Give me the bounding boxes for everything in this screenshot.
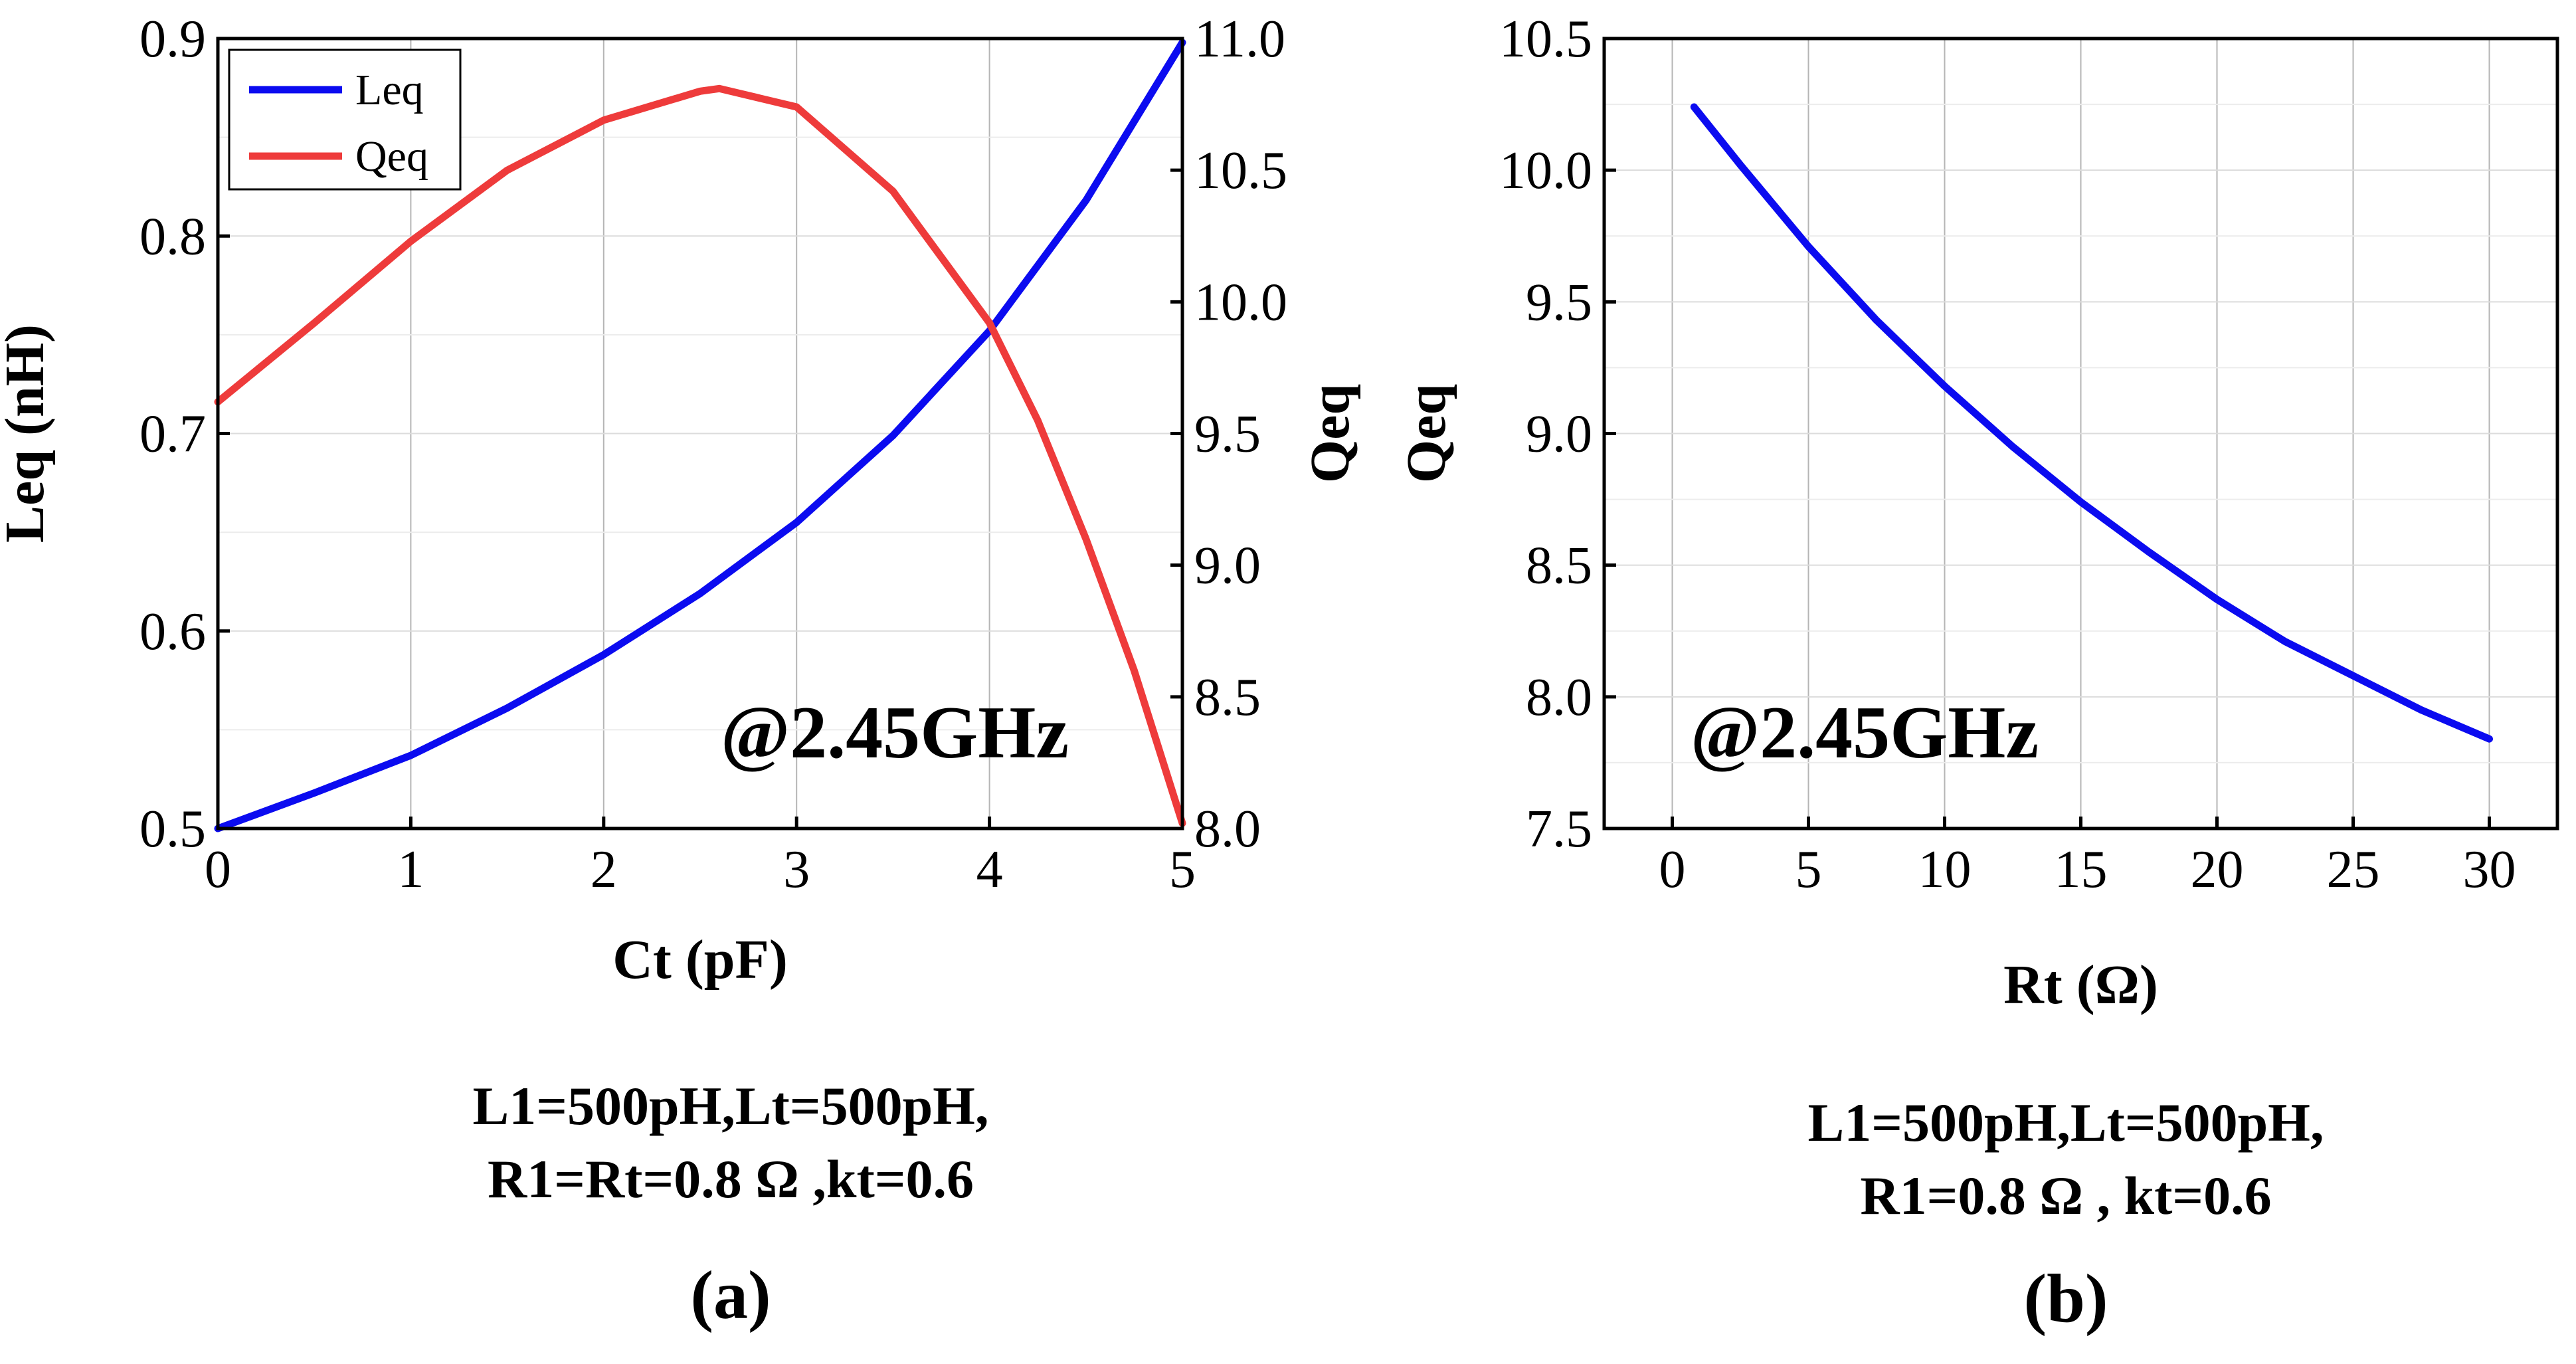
caption-a-line1: L1=500pH,Lt=500pH, <box>472 1076 989 1136</box>
y-tick-label: 0.5 <box>139 800 206 858</box>
caption-b-label: (b) <box>2023 1260 2108 1337</box>
y2-tick-label: 8.5 <box>1194 668 1261 727</box>
x-tick-label: 5 <box>1795 840 1822 899</box>
legend-label-leq: Leq <box>355 66 424 114</box>
x-tick-label: 30 <box>2463 840 2516 899</box>
y-tick-label: 0.8 <box>139 207 206 266</box>
series-line-leq <box>214 39 1186 832</box>
caption-a: L1=500pH,Lt=500pH, R1=Rt=0.8 Ω ,kt=0.6 (… <box>359 1070 1103 1335</box>
y-tick-label: 0.6 <box>139 603 206 661</box>
series-line-qeq <box>214 84 1186 827</box>
x-tick-label: 1 <box>397 840 424 899</box>
y2-tick-label: 8.0 <box>1194 800 1261 858</box>
x-tick-label: 20 <box>2191 840 2244 899</box>
y-tick-label: 0.9 <box>139 10 206 68</box>
y-axis-title: Qeq <box>1396 384 1457 483</box>
x-tick-label: 10 <box>1918 840 1972 899</box>
legend-box <box>228 49 462 191</box>
x-tick-label: 0 <box>1659 840 1686 899</box>
caption-a-label: (a) <box>690 1257 771 1333</box>
y2-tick-label: 9.5 <box>1194 405 1261 464</box>
y-tick-label: 10.0 <box>1499 142 1592 200</box>
y-axis-title: Leq (nH) <box>0 324 56 543</box>
caption-b-line1: L1=500pH,Lt=500pH, <box>1807 1092 2324 1153</box>
x-tick-label: 2 <box>591 840 617 899</box>
chart-a: 0 1 2 3 4 5 0.5 0.6 0.7 0.8 0.9 8.0 8.5 9.0 9.5 10.0 10.… <box>0 10 1361 991</box>
x-axis-title: Ct (pF) <box>612 929 788 991</box>
legend-label-qeq: Qeq <box>355 132 428 181</box>
y-tick-label: 10.5 <box>1499 10 1592 68</box>
x-tick-label: 3 <box>783 840 810 899</box>
y-tick-label: 7.5 <box>1526 800 1592 858</box>
caption-a-line2: R1=Rt=0.8 Ω ,kt=0.6 <box>488 1149 974 1209</box>
x-tick-label: 15 <box>2055 840 2108 899</box>
y2-tick-label: 9.0 <box>1194 537 1261 595</box>
chart-b: 0 5 10 15 20 25 30 7.5 8.0 8.5 9.0 9.5 10.0 10.5 Rt (Ω… <box>1396 10 2559 1016</box>
y-tick-label: 9.0 <box>1526 405 1592 464</box>
y2-axis-title: Qeq <box>1299 384 1361 483</box>
y-tick-label: 9.5 <box>1526 273 1592 332</box>
frequency-annotation: @2.45GHz <box>721 692 1069 774</box>
y-tick-label: 0.7 <box>139 405 206 464</box>
caption-b-line2: R1=0.8 Ω , kt=0.6 <box>1860 1165 2272 1226</box>
x-tick-label: 25 <box>2327 840 2380 899</box>
y2-tick-label: 10.0 <box>1194 273 1287 332</box>
y2-tick-label: 10.5 <box>1194 142 1287 200</box>
x-tick-label: 4 <box>976 840 1003 899</box>
y-tick-label: 8.5 <box>1526 537 1592 595</box>
series-line-qeq <box>1690 103 2493 743</box>
x-tick-label: 5 <box>1169 840 1196 899</box>
x-tick-label: 0 <box>205 840 231 899</box>
y2-tick-label: 11.0 <box>1194 10 1285 68</box>
y-tick-label: 8.0 <box>1526 668 1592 727</box>
x-axis-title: Rt (Ω) <box>2003 954 2158 1016</box>
frequency-annotation: @2.45GHz <box>1691 692 2039 774</box>
caption-b: L1=500pH,Lt=500pH, R1=0.8 Ω , kt=0.6 (b) <box>1694 1086 2438 1339</box>
